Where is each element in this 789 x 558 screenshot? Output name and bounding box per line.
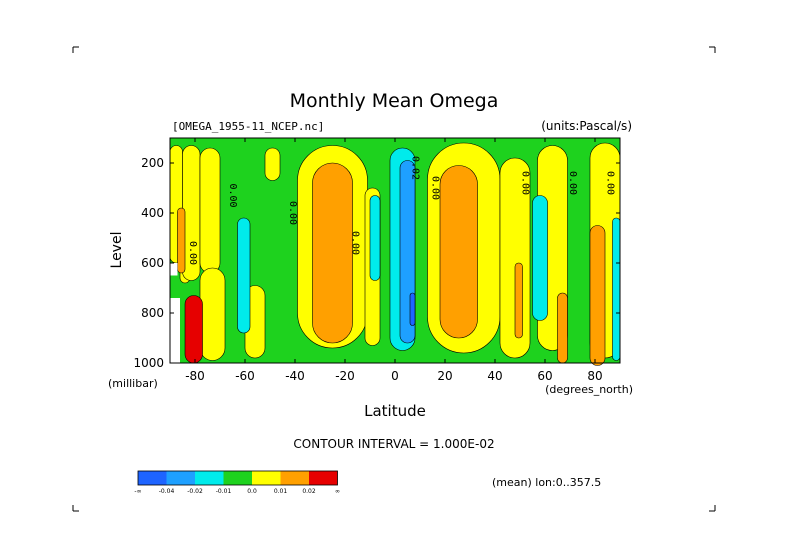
color-scale-swatch (223, 471, 252, 485)
color-scale-label: -0.02 (187, 488, 203, 495)
contour-interval-label: CONTOUR INTERVAL = 1.000E-02 (293, 437, 494, 451)
contour-label: 0.00 (567, 171, 578, 195)
y-tick-label: 600 (141, 256, 164, 270)
x-tick-label: 40 (487, 369, 502, 383)
contour-region (514, 262, 523, 339)
contour-region (199, 147, 221, 274)
contour-region (312, 162, 353, 344)
mean-longitude-label: (mean) lon:0..357.5 (492, 476, 601, 489)
contour-region (199, 267, 226, 361)
contour-label: 0.00 (287, 201, 298, 225)
color-scale-label: -0.04 (159, 488, 175, 495)
contour-region (532, 195, 548, 321)
x-tick-label: 0 (391, 369, 399, 383)
contour-region (369, 195, 381, 281)
contour-region (184, 295, 203, 364)
color-scale-label: 0.0 (247, 488, 257, 495)
crop-mark-top-left (72, 46, 79, 53)
x-tick-label: 80 (587, 369, 602, 383)
units-label: (units:Pascal/s) (541, 119, 632, 133)
x-tick-label: -40 (285, 369, 305, 383)
color-scale-frame (137, 470, 338, 486)
color-scale-swatch (280, 471, 309, 485)
source-file-label: [OMEGA_1955-11_NCEP.nc] (172, 120, 324, 133)
x-tick-label: 20 (437, 369, 452, 383)
x-axis-label: Latitude (364, 402, 426, 420)
contour-region (409, 292, 416, 326)
contour-label: 0.00 (605, 171, 616, 195)
contour-label: 0.00 (520, 171, 531, 195)
contour-label: 0.00 (187, 241, 198, 265)
x-tick-label: 60 (537, 369, 552, 383)
contour-region (177, 207, 186, 274)
contour-label: 0.00 (350, 231, 361, 255)
contour-label: 0.00 (227, 183, 238, 207)
missing-data-region (170, 298, 180, 363)
chart-title: Monthly Mean Omega (290, 90, 499, 112)
contour-fill-layer (169, 142, 621, 366)
y-tick-label: 400 (141, 206, 164, 220)
color-scale-label: -0.01 (216, 488, 232, 495)
y-tick-label: 200 (141, 156, 164, 170)
y-axis: 200 400 600 800 1000 (133, 156, 620, 370)
contour-region (557, 292, 568, 364)
crop-mark-bottom-right (709, 505, 716, 512)
contour-region (264, 147, 281, 181)
crop-mark-bottom-left (72, 505, 79, 512)
crop-marks (72, 46, 716, 512)
color-scale-swatch (309, 471, 338, 485)
color-scale-label: 0.01 (274, 488, 288, 495)
color-scale-swatch (252, 471, 281, 485)
y-tick-label: 1000 (133, 356, 164, 370)
x-axis-units: (degrees_north) (545, 383, 633, 396)
contour-label-layer: 0.00 0.00 0.00 0.00 0.02 0.00 0.00 0.00 0.00 (187, 156, 616, 265)
color-scale-label: ∞ (335, 488, 340, 495)
color-scale-bar: -∞ -0.04 -0.02 -0.01 0.0 0.01 0.02 ∞ (134, 470, 340, 495)
contour-region (439, 165, 478, 339)
contour-region (589, 225, 606, 366)
missing-data-region (170, 263, 178, 276)
y-tick-label: 800 (141, 306, 164, 320)
x-tick-label: -80 (185, 369, 205, 383)
contour-label: 0.00 (430, 176, 441, 200)
contour-region (612, 217, 621, 361)
color-scale-swatch (195, 471, 224, 485)
plot-area: 0.00 0.00 0.00 0.00 0.02 0.00 0.00 0.00 0.00 (169, 137, 621, 366)
color-scale-label: 0.02 (302, 488, 316, 495)
color-scale-swatch (138, 471, 167, 485)
x-axis: -80 -60 -40 -20 0 20 40 60 80 (185, 138, 603, 383)
x-tick-label: -20 (335, 369, 355, 383)
y-axis-label: Level (109, 232, 125, 269)
crop-mark-top-right (709, 46, 716, 53)
color-scale-swatch (166, 471, 195, 485)
contour-label: 0.02 (410, 156, 421, 180)
y-axis-units: (millibar) (108, 377, 158, 390)
x-tick-label: -60 (235, 369, 255, 383)
contour-region (237, 217, 251, 334)
color-scale-label: -∞ (134, 488, 141, 495)
